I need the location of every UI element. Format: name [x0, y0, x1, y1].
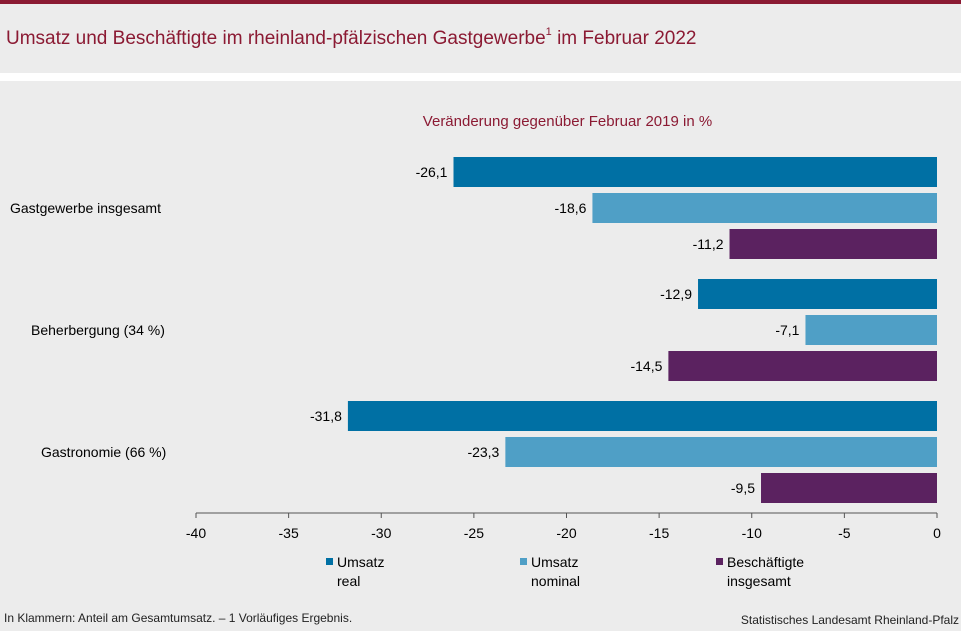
category-label: Gastronomie (66 %): [41, 444, 166, 460]
bar-1-3: [729, 229, 937, 259]
x-tick-label: -30: [371, 525, 391, 541]
x-tick-label: -15: [649, 525, 669, 541]
bar-2-2: [805, 315, 937, 345]
chart-subtitle: Veränderung gegenüber Februar 2019 in %: [422, 113, 713, 130]
x-tick-label: -5: [838, 525, 851, 541]
data-label: -7,1: [775, 322, 799, 338]
bar-1-1: [453, 157, 937, 187]
data-label: -23,3: [467, 444, 499, 460]
category-label: Beherbergung (34 %): [31, 322, 165, 338]
data-label: -11,2: [693, 236, 724, 252]
chart-title: Umsatz und Beschäftigte im rheinland-pfä…: [6, 26, 697, 49]
title-separator: [0, 73, 961, 81]
bar-2-3: [668, 351, 937, 381]
x-tick-label: 0: [933, 525, 941, 541]
x-tick-label: -10: [742, 525, 762, 541]
title-band: Umsatz und Beschäftigte im rheinland-pfä…: [0, 4, 961, 73]
source-credit: Statistisches Landesamt Rheinland-Pfalz: [740, 613, 959, 627]
x-tick-label: -20: [556, 525, 576, 541]
data-label: -31,8: [310, 408, 342, 424]
footnote: In Klammern: Anteil am Gesamtumsatz. – 1…: [4, 611, 353, 625]
legend-label: nominal: [531, 573, 580, 589]
data-label: -12,9: [660, 286, 692, 302]
legend-label: insgesamt: [727, 573, 791, 589]
x-tick-label: -35: [279, 525, 299, 541]
legend-swatch: [326, 558, 333, 565]
bar-3-1: [347, 401, 937, 431]
top-rule: [0, 0, 961, 4]
legend-label: Beschäftigte: [727, 554, 804, 570]
legend-swatch: [716, 558, 723, 565]
data-label: -9,5: [731, 480, 755, 496]
x-tick-label: -25: [464, 525, 484, 541]
legend-label: Umsatz: [531, 554, 578, 570]
legend-label: real: [337, 573, 360, 589]
legend-label: Umsatz: [337, 554, 384, 570]
data-label: -18,6: [555, 200, 587, 216]
data-label: -26,1: [416, 164, 448, 180]
bar-2-1: [698, 279, 937, 309]
legend-swatch: [520, 558, 527, 565]
data-label: -14,5: [630, 358, 662, 374]
bar-3-3: [761, 473, 937, 503]
bar-3-2: [505, 437, 937, 467]
x-tick-label: -40: [186, 525, 206, 541]
bar-1-2: [592, 193, 937, 223]
category-label: Gastgewerbe insgesamt: [10, 200, 161, 216]
